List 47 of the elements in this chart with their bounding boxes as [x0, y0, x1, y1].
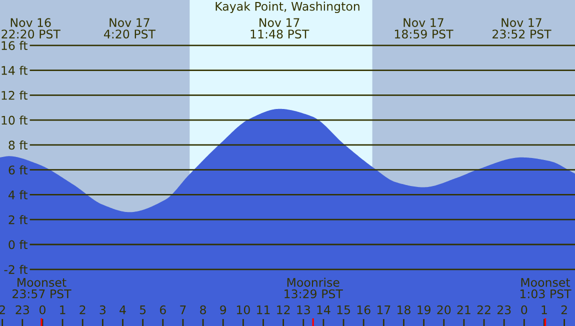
x-tick-label: 8 [200, 305, 206, 314]
x-tick-label: 23 [16, 305, 29, 314]
y-tick-label: 2 ft [8, 215, 28, 224]
x-tick-label: 17 [377, 306, 390, 314]
y-tick-label: 4 ft [8, 190, 28, 200]
x-tick-label: 1 [60, 306, 66, 314]
y-tick-label: 0 ft [8, 240, 28, 250]
x-tick-label: 13 [297, 305, 310, 314]
y-tick-label: 10 ft [2, 116, 28, 125]
x-tick-label: 2 [561, 305, 567, 314]
annotation: Moonset 23:57 PST [12, 278, 72, 298]
x-tick-label: 21 [457, 305, 470, 314]
annotation: Nov 17 4:20 PST [104, 18, 156, 38]
annotation: Nov 17 23:52 PST [492, 18, 552, 38]
annotation: Moonrise 13:29 PST [284, 278, 343, 298]
x-tick-label: 0 [521, 305, 528, 314]
x-tick-label: 14 [317, 306, 330, 314]
annotation: Nov 16 22:20 PST [2, 18, 60, 38]
annotation: Nov 17 18:59 PST [394, 18, 454, 38]
x-tick-label: 7 [180, 306, 186, 314]
y-tick-label: 12 ft [2, 90, 28, 100]
x-tick-label: 20 [437, 305, 451, 314]
x-tick-label: 11 [257, 306, 270, 314]
x-tick-label: 0 [40, 305, 46, 314]
x-tick-label: 22 [477, 305, 490, 314]
x-tick-label: 3 [100, 305, 106, 314]
x-tick-label: 6 [160, 305, 166, 314]
x-tick-label: 10 [236, 305, 250, 314]
y-tick-label: 6 ft [8, 165, 28, 174]
x-tick-label: 15 [337, 306, 350, 314]
x-tick-label: 19 [418, 305, 430, 314]
x-tick-label: 1 [542, 306, 547, 314]
annotation: Moonset 1:03 PST [520, 278, 572, 298]
y-tick-label: 16 ft [2, 40, 28, 50]
annotation: Nov 17 11:48 PST [250, 18, 310, 38]
x-tick-label: 9 [220, 305, 226, 314]
y-tick-label: 8 ft [8, 140, 28, 150]
x-tick-label: 12 [277, 305, 290, 314]
x-tick-label: 5 [140, 306, 146, 314]
chart-title: Kayak Point, Washington [216, 2, 360, 14]
x-tick-label: 23 [497, 305, 511, 314]
x-tick-label: 2 [80, 305, 86, 314]
y-tick-label: 14 ft [2, 66, 28, 75]
y-tick-label: -2 ft [4, 264, 28, 274]
x-tick-label: 4 [120, 306, 126, 314]
x-tick-label: 18 [398, 305, 410, 314]
x-tick-label: 16 [357, 305, 370, 314]
